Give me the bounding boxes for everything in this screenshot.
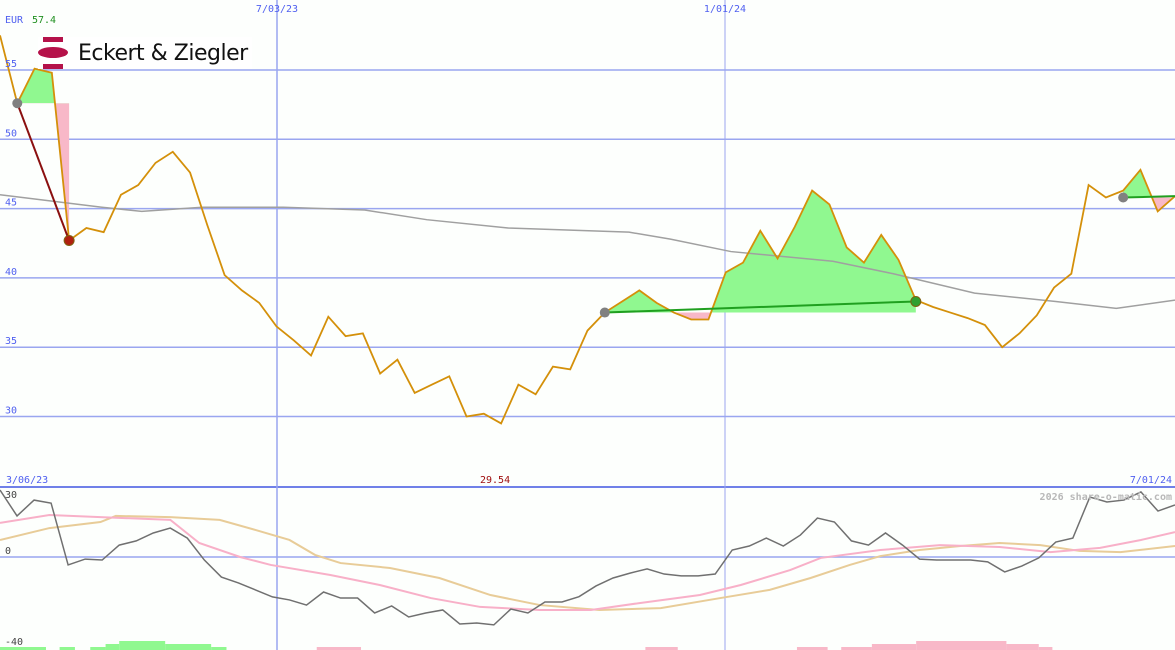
trade-gain-fill [604,190,916,313]
y-tick-label: 30 [5,406,17,417]
oscillator-line [0,489,1175,626]
trade-exit-dot [63,234,75,246]
histogram-bar [211,647,227,650]
trade-gain-fill [17,68,70,104]
logo-mark-icon [38,37,68,69]
trade-loss-fill [1123,197,1175,212]
x-bottom-label: 3/06/23 [6,475,48,486]
y-tick-label: 35 [5,336,17,347]
trade-gain-fill [1123,169,1175,198]
trade-loss-fill [604,312,916,320]
trade-entry-dot [599,307,610,318]
histogram-bar [59,647,75,650]
y-tick-label: 50 [5,128,17,139]
histogram-bar [165,644,212,650]
signal-tan-line [0,514,1175,611]
trade-entry-dot [1118,192,1129,203]
x-bottom-label: 7/01/24 [1130,475,1172,486]
osc-y-tick-label: 0 [5,546,11,557]
x-top-label: 7/03/23 [256,4,298,15]
trade-exit-dot [910,295,922,307]
watermark: 2026 share-o-matic.com [1040,491,1172,503]
trade-line [1123,195,1175,199]
trade-markers [12,98,1175,318]
logo-text: Eckert & Ziegler [78,40,248,66]
histogram-bar [90,647,106,650]
y-tick-label: 55 [5,59,17,70]
period-low-label: 29.54 [480,475,510,486]
histogram-bar [645,647,678,650]
trade-loss-fill [17,103,70,241]
currency-label: EUR [5,15,24,26]
series-lines [0,35,1175,650]
moving-average-line [0,193,1175,310]
trade-fills [17,68,1175,320]
signal-pink-line [0,514,1175,611]
histogram-bar [841,647,872,650]
y-tick-label: 45 [5,198,17,209]
osc-y-tick-label: -40 [5,637,23,648]
last-price-label: 57.4 [32,15,56,26]
x-top-label: 1/01/24 [704,4,746,15]
histogram-bar [119,641,166,650]
trade-line [16,102,71,241]
histogram-bar [871,644,917,650]
histogram-bar [316,647,362,650]
osc-y-tick-label: 30 [5,490,17,501]
histogram-bar [1038,647,1053,650]
price-line [0,35,1175,425]
histogram-bar [1006,644,1039,650]
histogram-bar [796,647,828,650]
histogram-bar [916,641,1007,650]
trade-entry-dot [12,98,23,109]
y-tick-label: 40 [5,267,17,278]
histogram-bar [0,647,46,650]
histogram-bar [105,644,120,650]
trade-line [604,300,916,314]
company-logo: Eckert & Ziegler [38,37,252,69]
